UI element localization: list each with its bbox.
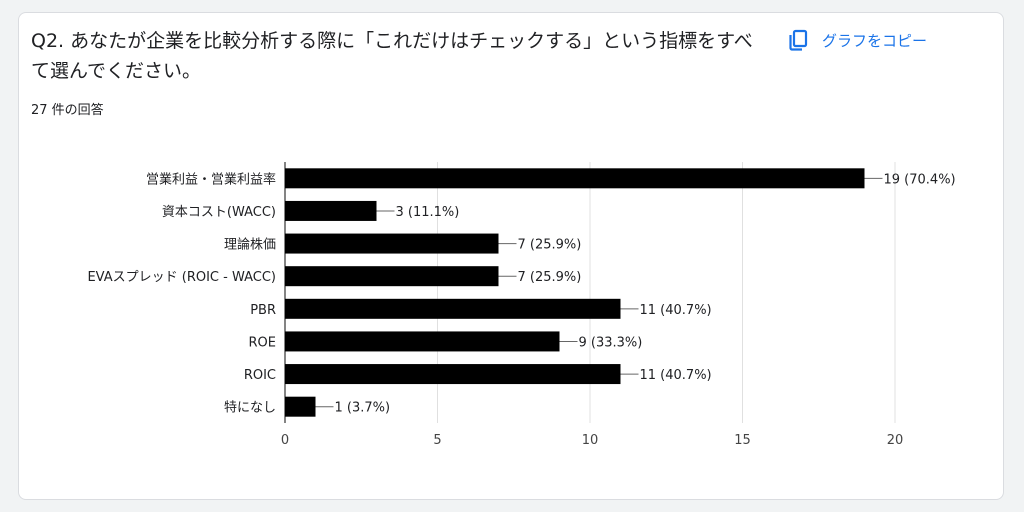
- category-label: PBR: [250, 303, 276, 318]
- copy-chart-button[interactable]: グラフをコピー: [782, 24, 931, 56]
- x-tick-label: 20: [887, 433, 904, 448]
- bar[interactable]: [285, 266, 499, 287]
- data-label: 9 (33.3%): [579, 335, 643, 350]
- data-label: 19 (70.4%): [884, 172, 956, 187]
- category-label: ROE: [249, 335, 276, 350]
- data-label: 7 (25.9%): [518, 270, 582, 285]
- data-label: 11 (40.7%): [640, 303, 712, 318]
- bar[interactable]: [285, 168, 865, 189]
- category-label: ROIC: [244, 368, 276, 383]
- bar[interactable]: [285, 364, 621, 385]
- data-label: 7 (25.9%): [518, 238, 582, 253]
- bar[interactable]: [285, 298, 621, 319]
- question-title: Q2. あなたが企業を比較分析する際に「これだけはチェックする」という指標をすべ…: [31, 30, 753, 82]
- x-tick-label: 5: [433, 433, 441, 448]
- bar[interactable]: [285, 396, 316, 417]
- data-label: 1 (3.7%): [335, 401, 391, 416]
- x-tick-label: 15: [734, 433, 751, 448]
- response-count: 27 件の回答: [31, 103, 104, 118]
- category-label: 特になし: [224, 401, 276, 416]
- x-tick-label: 10: [582, 433, 599, 448]
- data-label: 3 (11.1%): [396, 205, 460, 220]
- chart-card: [18, 12, 1004, 500]
- category-label: EVAスプレッド (ROIC - WACC): [87, 270, 276, 285]
- category-label: 営業利益・営業利益率: [146, 171, 276, 187]
- bar[interactable]: [285, 200, 377, 221]
- chart-bars: [285, 168, 865, 417]
- x-tick-label: 0: [281, 433, 289, 448]
- copy-chart-label: グラフをコピー: [822, 31, 928, 50]
- copy-icon: [789, 29, 808, 51]
- bar[interactable]: [285, 233, 499, 254]
- chart-labels: 0 5 10 15 20 営業利益・営業利益率 19 (70.4%) 資本コスト(WACC) 3…: [87, 171, 955, 448]
- category-label: 資本コスト(WACC): [162, 205, 276, 220]
- bar[interactable]: [285, 331, 560, 352]
- category-label: 理論株価: [224, 237, 276, 253]
- data-label: 11 (40.7%): [640, 368, 712, 383]
